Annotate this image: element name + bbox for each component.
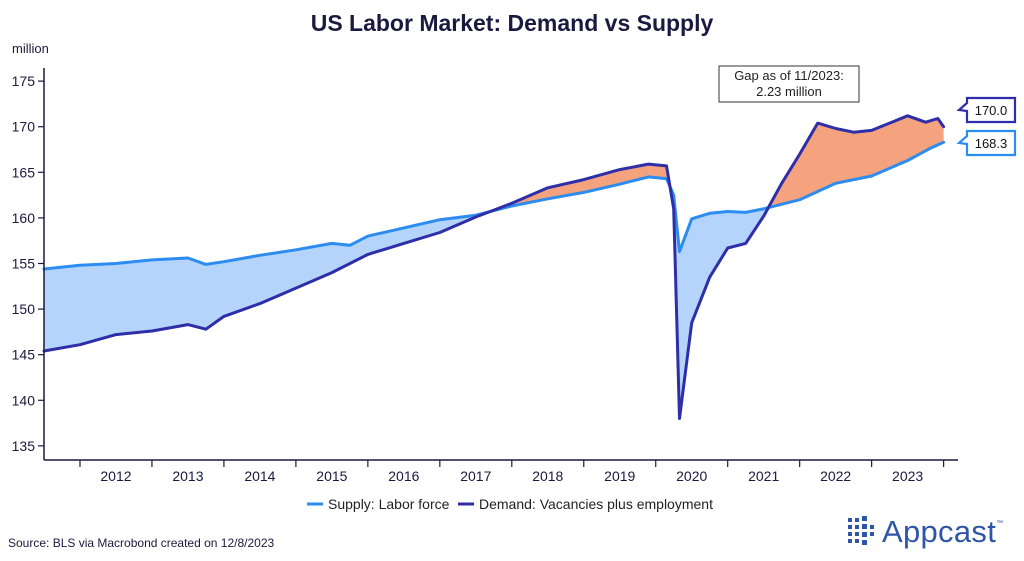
- brand-trademark: ™: [996, 520, 1004, 527]
- y-tick-label: 155: [12, 256, 36, 272]
- brand-logo: Appcast ™: [846, 512, 1003, 552]
- gap-fills: [44, 115, 944, 419]
- gap-fill-demand-above: [768, 115, 944, 208]
- x-tick-label: 2019: [604, 468, 635, 484]
- y-tick-label: 150: [12, 301, 36, 317]
- axes: 135 140 145 150 155 160 165 170 175 million 2012 20…: [12, 41, 958, 484]
- legend-label-supply: Supply: Labor force: [328, 496, 450, 512]
- y-tick-label: 160: [12, 210, 36, 226]
- gap-fill-demand-above: [490, 164, 670, 212]
- source-note: Source: BLS via Macrobond created on 12/…: [8, 536, 275, 550]
- x-tick-label: 2021: [748, 468, 779, 484]
- legend: Supply: Labor force Demand: Vacancies plu…: [307, 496, 713, 512]
- gap-annotation-box: [718, 65, 860, 103]
- x-tick-label: 2016: [388, 468, 419, 484]
- y-tick-label: 140: [12, 392, 36, 408]
- end-label-demand: 170.0: [975, 103, 1008, 118]
- x-tick-label: 2017: [460, 468, 491, 484]
- x-tick-label: 2013: [172, 468, 203, 484]
- y-axis-unit-label: million: [12, 41, 49, 56]
- gap-fill-supply-above: [44, 211, 491, 351]
- x-tick-label: 2023: [892, 468, 923, 484]
- legend-label-demand: Demand: Vacancies plus employment: [479, 496, 713, 512]
- end-label-supply-box: [956, 129, 1017, 157]
- annotations: Gap as of 11/2023:2.23 million 170.0 168.3: [718, 65, 1017, 157]
- x-tick-label: 2018: [532, 468, 563, 484]
- x-tick-label: 2022: [820, 468, 851, 484]
- gap-fill-supply-above: [670, 186, 769, 419]
- series-line-demand: [42, 114, 946, 420]
- end-label-supply: 168.3: [975, 136, 1008, 151]
- gap-annotation-text: Gap as of 11/2023:: [734, 68, 844, 83]
- y-tick-label: 170: [12, 119, 36, 135]
- chart-title: US Labor Market: Demand vs Supply: [310, 10, 714, 36]
- x-tick-label: 2014: [244, 468, 275, 484]
- y-tick-label: 145: [12, 347, 36, 363]
- end-label-demand-box: [956, 96, 1017, 124]
- x-tick-label: 2012: [100, 468, 131, 484]
- brand-name: Appcast: [882, 514, 997, 549]
- dot-grid-logo-icon: [848, 516, 874, 545]
- y-tick-label: 135: [12, 438, 36, 454]
- y-tick-label: 175: [12, 73, 36, 89]
- gap-annotation-text: 2.23 million: [756, 84, 822, 99]
- series-lines: [42, 114, 946, 420]
- x-tick-label: 2020: [676, 468, 707, 484]
- y-tick-label: 165: [12, 164, 36, 180]
- series-line-supply: [42, 140, 946, 271]
- x-tick-label: 2015: [316, 468, 347, 484]
